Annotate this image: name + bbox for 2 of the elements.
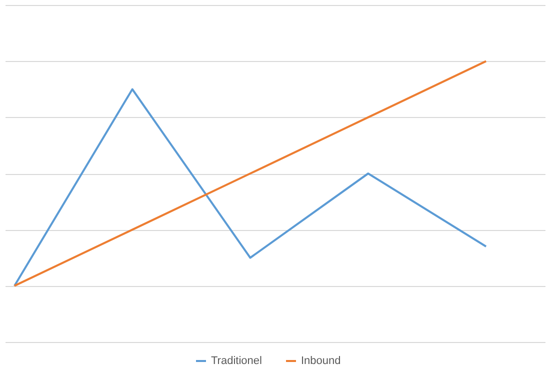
legend-label: Inbound [301,355,341,367]
legend-label: Traditionel [211,355,262,367]
